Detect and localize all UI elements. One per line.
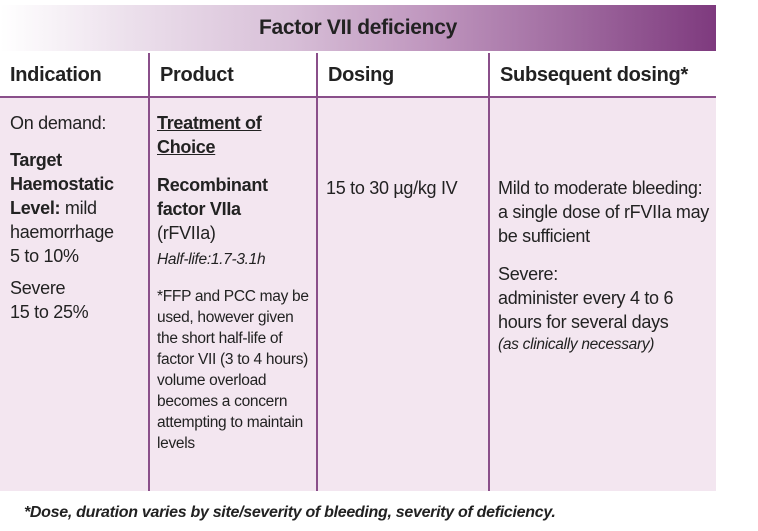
recombinant-factor: Recombinant factor VIIa xyxy=(157,175,268,219)
column-divider-2 xyxy=(316,53,318,491)
severe-dosing-note: (as clinically necessary) xyxy=(498,336,655,353)
header-dosing: Dosing xyxy=(328,63,394,86)
mild-moderate-label: Mild to moderate bleeding: xyxy=(498,178,703,198)
severe-dosing-label: Severe: xyxy=(498,264,558,284)
dose-value: 15 to 30 µg/kg IV xyxy=(326,178,458,198)
header-subsequent-dosing: Subsequent dosing* xyxy=(500,63,688,86)
header-product: Product xyxy=(160,63,234,86)
severe-label: Severe xyxy=(10,278,66,298)
column-divider-1 xyxy=(148,53,150,491)
table-header-row: Indication Product Dosing Subsequent dos… xyxy=(0,53,716,97)
table-body xyxy=(0,98,716,491)
header-divider xyxy=(0,96,716,98)
target-level-label: Target Haemostatic Level: xyxy=(10,150,114,218)
severe-range: 15 to 25% xyxy=(10,302,89,322)
subsequent-cell: Mild to moderate bleeding: a single dose… xyxy=(498,98,712,355)
table-title: Factor VII deficiency xyxy=(0,5,716,51)
footnote: *Dose, duration varies by site/severity … xyxy=(24,504,556,521)
dosing-cell: 15 to 30 µg/kg IV xyxy=(326,98,484,200)
product-abbrev: (rFVIIa) xyxy=(157,223,216,243)
column-divider-3 xyxy=(488,53,490,491)
indication-cell: On demand: Target Haemostatic Level: mil… xyxy=(10,98,144,324)
treatment-of-choice: Treatment of Choice xyxy=(157,113,262,157)
severe-dosing-text: administer every 4 to 6 hours for severa… xyxy=(498,288,674,332)
half-life: Half-life:1.7-3.1h xyxy=(157,251,266,268)
product-note: *FFP and PCC may be used, however given … xyxy=(157,288,309,452)
target-level-text: Target Haemostatic Level: mild haemorrha… xyxy=(10,148,144,244)
header-indication: Indication xyxy=(10,63,102,86)
on-demand-label: On demand: xyxy=(10,113,107,133)
target-level-value: mild haemorrhage xyxy=(10,198,114,242)
product-cell: Treatment of Choice Recombinant factor V… xyxy=(157,98,309,454)
mild-range: 5 to 10% xyxy=(10,246,79,266)
mild-moderate-text: a single dose of rFVIIa may be sufficien… xyxy=(498,202,710,246)
